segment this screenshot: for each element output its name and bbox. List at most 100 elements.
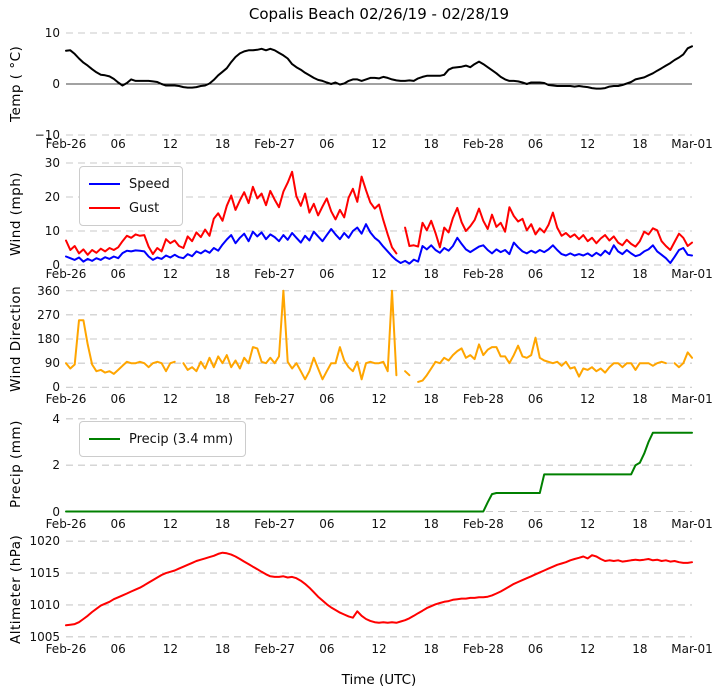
x-tick-label: Feb-27 [254,517,296,531]
x-tick-label: 12 [371,517,387,531]
y-tick-label: 1015 [29,566,60,581]
x-tick-label: 12 [580,267,596,281]
x-tick-label: 18 [632,267,648,281]
x-tick-label: 06 [527,137,544,151]
y-tick-label: 0 [52,380,60,395]
y-tick-label: 0 [52,77,60,91]
gust-legend-label: Gust [129,200,160,216]
wind-direction-panel: Wind Direction 0 90 180 270 360 Feb-26 06 12 18… [0,284,723,406]
y-tick-label: 10 [44,224,60,238]
x-tick-label: Feb-28 [462,642,504,656]
y-tick-label: 30 [44,156,60,170]
x-tick-label: Feb-28 [462,137,504,151]
x-tick-label: Feb-27 [254,642,296,656]
x-tick-label: 18 [632,137,648,151]
wind-panel: Wind (mph) 0 10 20 30 Feb-26 06 12 18 Feb-27 06 1… [0,156,723,281]
x-tick-label: Feb-28 [462,392,504,406]
precip-legend-row: Precip (3.4 mm) [89,427,233,451]
x-tick-label: 12 [162,267,178,281]
y-tick-label: 270 [37,307,60,322]
altimeter-plot-canvas [65,540,693,638]
y-tick-label: 4 [52,411,60,426]
x-tick-label: 12 [580,517,596,531]
x-tick-label: Feb-26 [45,642,87,656]
x-tick-label: 06 [319,267,335,281]
temp-x-ticks: Feb-26 06 12 18 Feb-27 06 12 18 Feb-28 06 12 18 Mar-… [0,137,723,152]
y-tick-label: 10 [44,26,60,40]
altimeter-x-ticks: Feb-26 06 12 18 Feb-27 06 12 18 Feb-28 06 12 18 Mar-… [0,642,723,657]
x-tick-label: 06 [527,642,544,656]
x-tick-label: 06 [319,137,335,151]
x-tick-label: 06 [319,392,335,406]
x-tick-label: 12 [371,267,387,281]
x-tick-label: 12 [371,392,387,406]
x-tick-label: 18 [423,392,439,406]
x-tick-label: 06 [110,392,126,406]
x-tick-label: 18 [423,642,439,656]
x-tick-label: Feb-28 [462,517,504,531]
figure-title: Copalis Beach 02/26/19 - 02/28/19 [248,5,510,23]
x-tick-label: 12 [162,392,178,406]
x-tick-label: 12 [580,642,596,656]
precip-x-ticks: Feb-26 06 12 18 Feb-27 06 12 18 Feb-28 06 12 18 Mar-… [0,517,723,532]
x-tick-label: 12 [371,137,387,151]
y-tick-label: 360 [37,283,60,298]
x-tick-label: 18 [423,267,439,281]
x-tick-label: 18 [632,392,648,406]
x-tick-label: 18 [423,517,439,531]
y-tick-label: 1020 [29,534,60,549]
y-tick-label: 180 [37,332,60,346]
y-tick-label: 2 [52,458,60,473]
x-tick-label: 18 [632,642,648,656]
y-tick-label: 1010 [29,597,60,612]
x-tick-label: 06 [110,137,126,151]
x-tick-label: 18 [214,642,231,656]
x-tick-label: 12 [162,642,178,656]
speed-legend-line-sample [89,183,120,185]
x-tick-label: 06 [527,392,544,406]
y-tick-label: 0 [52,258,60,272]
x-tick-label: 12 [371,642,387,656]
x-tick-label: Feb-27 [254,392,296,406]
x-tick-label: Mar-01 [671,137,713,151]
speed-legend-label: Speed [129,176,170,192]
x-tick-label: 06 [319,642,335,656]
wind-plot-canvas [65,162,693,266]
y-tick-label: 0 [52,504,60,519]
y-tick-label: 20 [44,190,60,204]
x-tick-label: 06 [319,517,335,531]
altimeter-y-axis-label: Altimeter (hPa) [8,534,24,644]
x-tick-label: 18 [632,517,648,531]
precip-legend: Precip (3.4 mm) [79,421,247,457]
x-tick-label: Mar-01 [671,267,713,281]
wind-x-ticks: Feb-26 06 12 18 Feb-27 06 12 18 Feb-28 06 12 18 Mar-… [0,267,723,282]
wind-legend: Speed Gust [79,166,183,226]
x-tick-label: Feb-27 [254,267,296,281]
x-tick-label: Feb-26 [45,267,87,281]
wind-y-axis-label: Wind (mph) [8,171,24,257]
x-tick-label: Mar-01 [671,642,713,656]
temp-panel: Temp ( °C) −10 0 10 Feb-26 06 12 18 Feb-27 06 12… [0,26,723,151]
x-tick-label: 06 [110,267,126,281]
x-tick-label: 12 [162,517,178,531]
precip-plot-canvas [65,418,693,513]
x-tick-label: Feb-26 [45,517,87,531]
temp-plot-canvas [65,32,693,136]
x-tick-label: 18 [214,517,231,531]
x-tick-label: 06 [527,267,544,281]
precip-legend-line-sample [89,438,120,440]
wind-legend-speed-row: Speed [89,172,170,196]
precip-legend-label: Precip (3.4 mm) [129,431,234,447]
x-tick-label: 18 [423,137,439,151]
x-tick-label: 06 [527,517,544,531]
x-tick-label: 12 [580,392,596,406]
y-tick-label: 90 [44,356,60,371]
x-tick-label: 12 [580,137,596,151]
x-tick-label: Mar-01 [671,392,713,406]
x-tick-label: Feb-27 [254,137,296,151]
x-tick-label: Feb-26 [45,392,87,406]
wind-direction-plot-canvas [65,289,693,388]
x-tick-label: 06 [110,517,126,531]
wind-direction-x-ticks: Feb-26 06 12 18 Feb-27 06 12 18 Feb-28 06 12 18 Mar-… [0,392,723,407]
